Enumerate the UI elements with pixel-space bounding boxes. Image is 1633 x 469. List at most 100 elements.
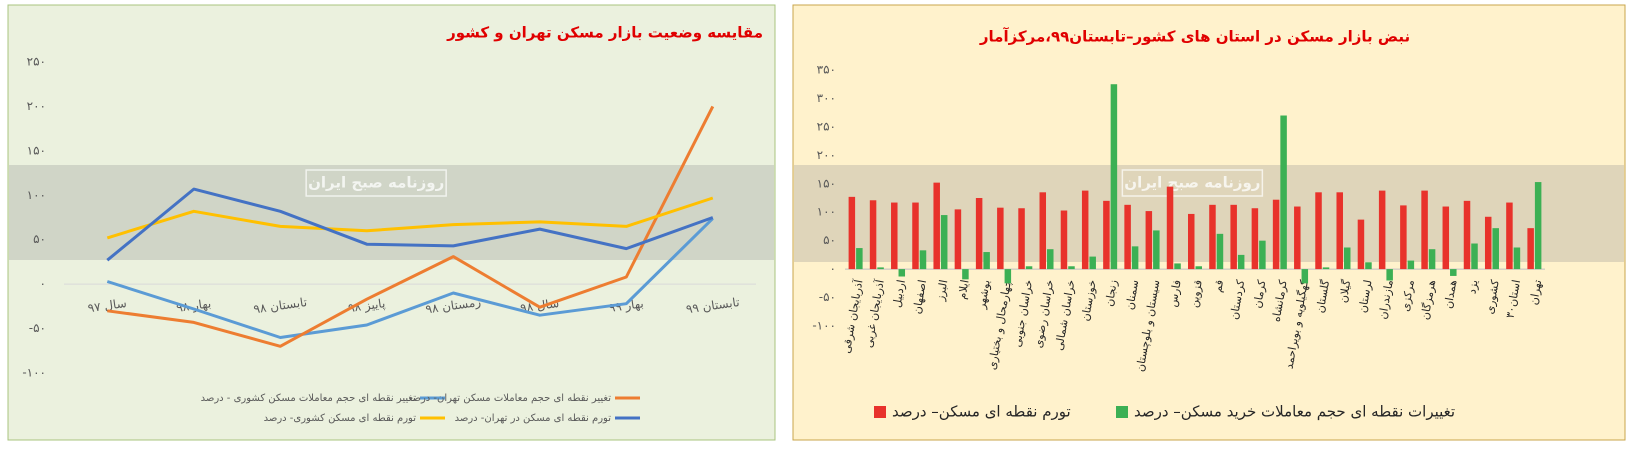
y-tick-label: -۱۰۰ <box>812 319 836 333</box>
bar <box>1294 206 1301 270</box>
legend-label: تورم نقطه ای مسکن– درصد <box>892 403 1071 421</box>
bar <box>1237 254 1245 270</box>
bar <box>962 269 969 280</box>
x-tick-label: همدان <box>1442 279 1460 310</box>
x-tick-label: فارس <box>1166 279 1184 308</box>
bar <box>1230 204 1237 270</box>
y-tick-label: -۵۰ <box>819 290 836 304</box>
x-tick-label: سال ۹۷ <box>87 296 128 315</box>
bar <box>1280 115 1287 270</box>
bar <box>1060 210 1068 270</box>
bar <box>877 267 884 270</box>
x-tick-label: قزوین <box>1187 279 1205 309</box>
legend-label: تورم نقطه ای مسکن کشوری- درصد <box>264 413 417 424</box>
bar <box>1484 216 1492 270</box>
bar <box>1259 240 1266 270</box>
y-tick-label: ۱۰۰ <box>27 188 46 202</box>
bar <box>1025 266 1033 270</box>
bar <box>1174 263 1181 270</box>
watermark-box <box>305 169 447 197</box>
bar <box>1492 228 1499 270</box>
y-tick-label: ۰ <box>40 277 46 291</box>
bar <box>1527 228 1534 270</box>
bar <box>1089 256 1096 270</box>
bar <box>898 269 906 277</box>
bar <box>1322 267 1330 270</box>
y-tick-label: -۱۰۰ <box>22 366 46 380</box>
x-tick-label: کرمان <box>1251 278 1269 309</box>
y-tick-label: ۵۰ <box>823 233 836 247</box>
legend-label: تغییر نقطه ای حجم معاملات مسکن کشوری - د… <box>201 393 417 404</box>
bar <box>1450 269 1457 276</box>
bar <box>1534 182 1542 270</box>
bar <box>1145 211 1153 270</box>
bar <box>940 215 948 270</box>
bar <box>1251 208 1259 270</box>
bar <box>856 248 863 270</box>
y-tick-label: ۱۰۰ <box>817 205 836 219</box>
bar <box>1428 249 1436 270</box>
y-tick-label: ۲۰۰ <box>817 148 836 162</box>
bar <box>1188 213 1195 270</box>
bar <box>1018 208 1025 270</box>
x-tick-label: اردبیل <box>890 279 908 309</box>
bar <box>933 182 940 270</box>
y-tick-label: ۱۵۰ <box>27 143 46 157</box>
x-tick-label: پاییز ۹۸ <box>347 296 386 316</box>
legend-swatch <box>874 406 886 418</box>
bar <box>1400 205 1407 270</box>
bar <box>1272 199 1280 270</box>
bar <box>1506 202 1513 270</box>
y-tick-label: ۲۰۰ <box>27 99 46 113</box>
bar <box>1378 190 1386 270</box>
bar <box>1421 190 1428 270</box>
x-tick-label: البرز <box>934 279 951 303</box>
bar <box>997 207 1004 270</box>
bar <box>1365 262 1372 270</box>
bar <box>1195 266 1202 270</box>
bar <box>1336 192 1343 270</box>
bar <box>1039 192 1047 270</box>
bar <box>975 198 983 270</box>
legend-label: تغییرات نقطه ای حجم معاملات خرید مسکن– د… <box>1134 403 1455 421</box>
bar <box>1463 200 1471 270</box>
series-line <box>107 105 715 348</box>
y-tick-label: ۵۰ <box>33 232 46 246</box>
series-line <box>106 217 714 339</box>
chart-panel <box>7 4 776 441</box>
watermark: روزنامه صبح ایران <box>1124 174 1260 192</box>
bar <box>1166 186 1174 270</box>
bar <box>1047 249 1054 270</box>
y-tick-label: ۲۵۰ <box>817 119 836 133</box>
series-line <box>106 196 714 240</box>
y-tick-label: -۵۰ <box>29 321 46 335</box>
bar <box>919 250 927 270</box>
bar <box>848 196 856 270</box>
bar <box>1004 269 1012 284</box>
x-tick-label: لرستان <box>1356 279 1375 314</box>
x-tick-label: سمنان <box>1123 279 1141 311</box>
bar <box>1407 260 1415 270</box>
bar <box>1386 269 1393 281</box>
chart-title: مقایسه وضعیت بازار مسکن تهران و کشور <box>446 24 763 42</box>
bar <box>1442 206 1450 270</box>
y-tick-label: ۳۰۰ <box>817 91 836 105</box>
x-tick-label: گلستان <box>1314 278 1333 314</box>
x-tick-label: زنجان <box>1103 279 1120 308</box>
bar <box>1068 266 1075 270</box>
bar <box>983 252 990 270</box>
legend-label: تورم نقطه ای مسکن در تهران- درصد <box>455 413 612 424</box>
bar <box>1315 192 1322 270</box>
chart-title: نبض بازار مسکن در استان های کشور–تابستان… <box>979 28 1410 46</box>
watermark: روزنامه صبح ایران <box>308 174 444 192</box>
x-tick-label: کشوری <box>1483 278 1502 315</box>
bar <box>1513 247 1521 270</box>
bar <box>1124 204 1131 270</box>
legend-swatch <box>1116 406 1128 418</box>
x-tick-label: ایلام <box>955 279 971 300</box>
x-tick-label: گیلان <box>1337 278 1354 304</box>
bar <box>1153 230 1160 270</box>
x-tick-label: قم <box>1211 279 1226 294</box>
